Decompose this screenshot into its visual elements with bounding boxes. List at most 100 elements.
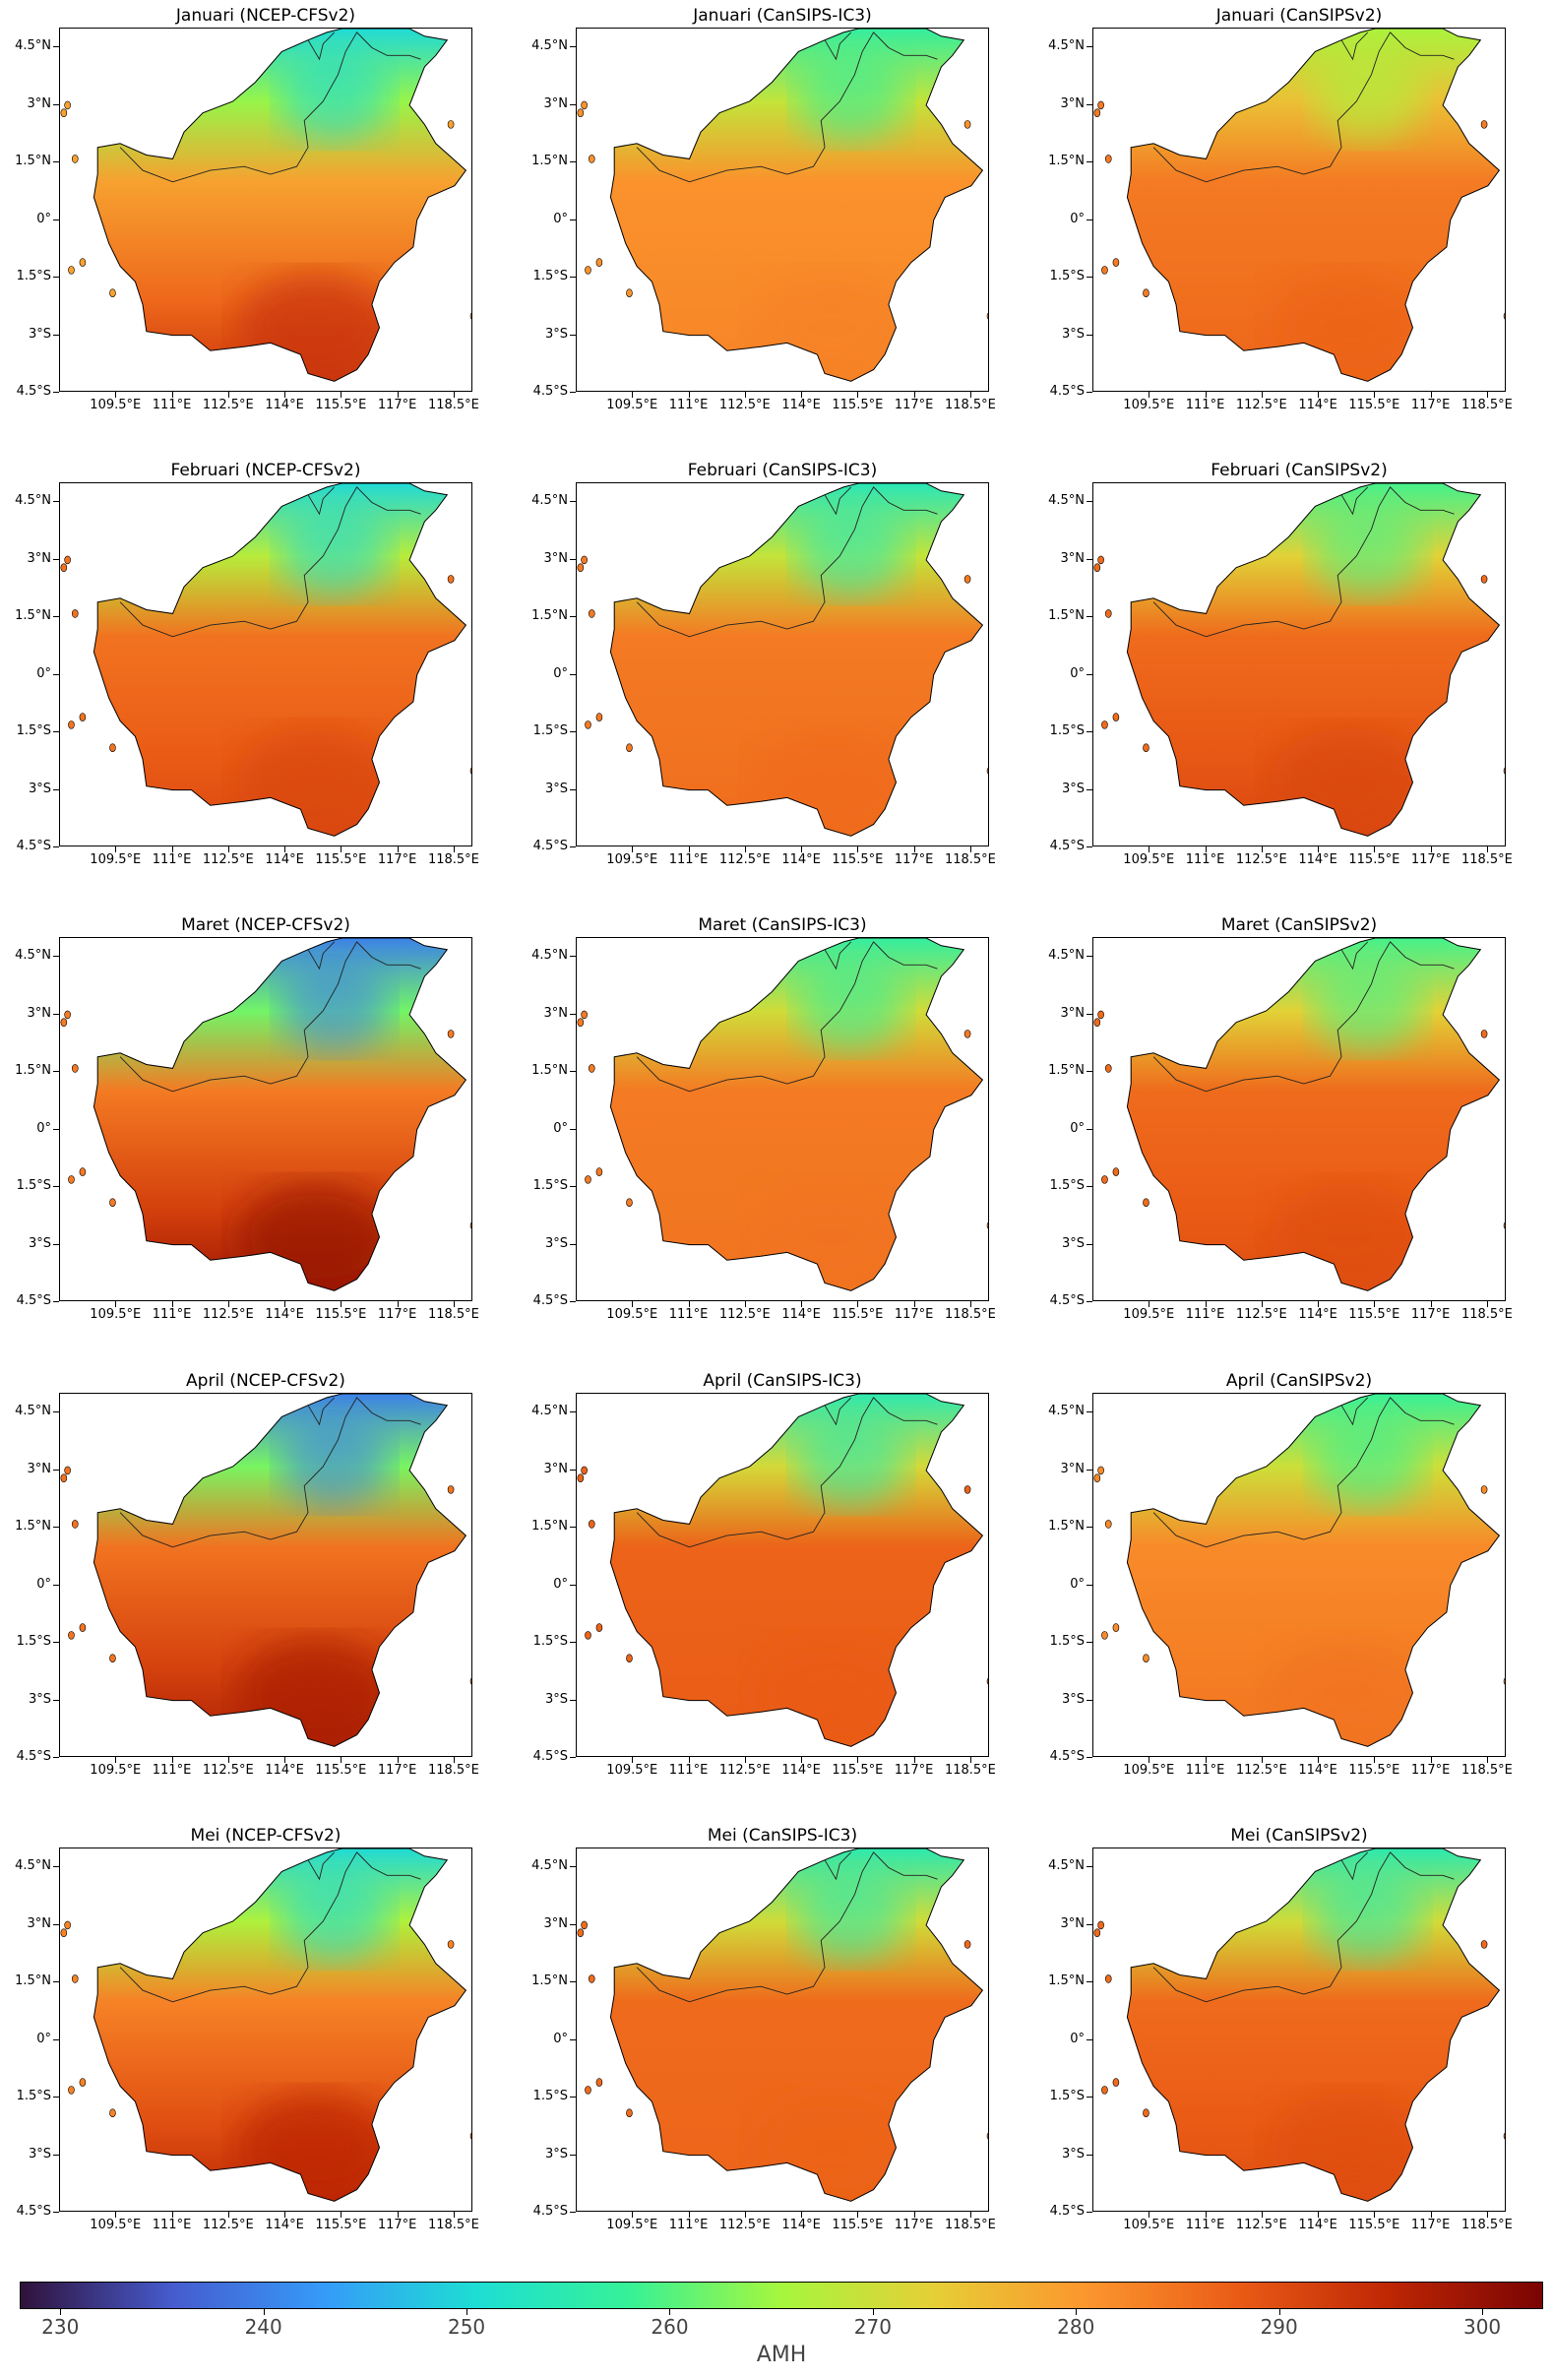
tick-mark [1318, 1301, 1320, 1307]
island [1097, 100, 1104, 110]
borneo-map [60, 1848, 471, 2202]
warm-anomaly [1270, 2093, 1428, 2202]
tick-mark [53, 334, 59, 336]
island [1112, 2078, 1120, 2087]
lon-tick-label: 112.5°E [718, 2218, 771, 2232]
tick-mark [570, 1866, 576, 1868]
island [64, 555, 71, 565]
lat-tick-label: 4.5°S [16, 2204, 51, 2219]
tick-mark [570, 788, 576, 790]
island [588, 1974, 595, 1983]
island [577, 1928, 585, 1937]
map-panel: April (CanSIPSv2) 4.5°N 3°N 1.5°N 0° 1.5°S 3°S… [1048, 1371, 1513, 1804]
tick-mark [1278, 2309, 1280, 2315]
tick-mark [857, 1301, 859, 1307]
tick-mark [1087, 2154, 1092, 2156]
tick-mark [570, 956, 576, 958]
map-panel: April (NCEP-CFSv2) 4.5°N 3°N 1.5°N 0° 1.5°S 3°… [15, 1371, 479, 1804]
island [68, 1631, 75, 1640]
lon-tick-label: 114°E [1298, 852, 1337, 867]
lon-tick-label: 118.5°E [427, 2218, 479, 2232]
lat-tick-label: 4.5°N [1048, 1404, 1085, 1419]
map-panel: Maret (CanSIPSv2) 4.5°N 3°N 1.5°N 0° 1.5°S 3°S… [1048, 915, 1513, 1348]
border-line [1340, 1851, 1369, 1881]
tick-mark [801, 846, 803, 852]
tick-mark [115, 2212, 117, 2218]
panel-title: April (CanSIPS-IC3) [703, 1371, 862, 1391]
lon-tick-label: 112.5°E [1235, 2218, 1287, 2232]
island [1104, 1974, 1112, 1983]
lat-tick-label: 4.5°N [15, 948, 51, 964]
lat-tick-label: 1.5°N [1048, 1973, 1085, 1989]
island [1101, 720, 1108, 729]
tick-mark [453, 392, 455, 398]
lat-tick-label: 1.5°N [531, 1973, 568, 1989]
lat-tick-label: 3°N [27, 95, 52, 111]
tick-mark [1087, 731, 1092, 733]
coastline [93, 1394, 467, 1747]
lon-tick-label: 117°E [1410, 1307, 1451, 1322]
island [577, 1473, 585, 1482]
tick-mark [115, 392, 117, 398]
lat-tick-label: 3°S [544, 1235, 568, 1251]
island [1104, 155, 1112, 163]
lat-tick-label: 1.5°S [1049, 2089, 1085, 2104]
tick-mark [913, 1757, 915, 1763]
tick-mark [1087, 673, 1092, 675]
lat-tick-label: 1.5°N [531, 1063, 568, 1079]
tick-mark [341, 846, 342, 852]
panel-title: Maret (CanSIPSv2) [1220, 915, 1378, 935]
island [1104, 1520, 1112, 1529]
tick-mark [1261, 1757, 1263, 1763]
tick-mark [1482, 2309, 1484, 2315]
colorbar [20, 2282, 1543, 2309]
tick-mark [632, 846, 634, 852]
lat-tick-label: 1.5°S [532, 1178, 568, 1194]
lat-tick-label: 4.5°S [16, 1293, 51, 1308]
tick-mark [1087, 1013, 1092, 1015]
lat-tick-label: 1.5°N [15, 608, 51, 624]
island [626, 1198, 633, 1208]
tick-mark [570, 1527, 576, 1529]
tick-mark [453, 1757, 455, 1763]
tick-mark [570, 673, 576, 675]
map-frame [59, 28, 472, 392]
island [963, 120, 971, 129]
border-line [307, 941, 336, 971]
lon-tick-label: 112.5°E [202, 2218, 254, 2232]
tick-mark [284, 392, 286, 398]
panel-title: Februari (NCEP-CFSv2) [170, 461, 361, 480]
borneo-map [60, 29, 471, 382]
cold-anomaly [280, 53, 389, 143]
tick-mark [570, 1186, 576, 1188]
tick-mark [397, 2212, 399, 2218]
island [447, 1940, 455, 1949]
island [1097, 1920, 1104, 1930]
lon-tick-label: 115.5°E [1348, 1763, 1400, 1778]
island [963, 1030, 971, 1038]
lon-tick-label: 117°E [377, 1307, 417, 1322]
tick-mark [53, 956, 59, 958]
tick-mark [744, 2212, 746, 2218]
tick-mark [744, 392, 746, 398]
tick-mark [466, 2309, 468, 2315]
tick-mark [1087, 1301, 1092, 1302]
tick-mark [632, 1757, 634, 1763]
tick-mark [1087, 788, 1092, 790]
lat-tick-label: 3°S [28, 2146, 51, 2161]
island [1503, 2132, 1505, 2140]
lon-tick-label: 114°E [265, 1763, 304, 1778]
lon-tick-label: 109.5°E [606, 1307, 658, 1322]
lat-tick-label: 4.5°S [1049, 1749, 1085, 1764]
tick-mark [570, 1923, 576, 1925]
island [109, 2108, 116, 2118]
tick-mark [1087, 161, 1092, 163]
lat-tick-label: 3°S [1061, 326, 1085, 342]
tick-mark [53, 277, 59, 279]
lat-tick-label: 0° [36, 1120, 51, 1136]
panel-title: Mei (CanSIPS-IC3) [707, 1826, 858, 1846]
tick-mark [872, 2309, 874, 2315]
warm-anomaly [1270, 727, 1428, 837]
island [626, 2108, 633, 2118]
map-frame [576, 1393, 989, 1757]
